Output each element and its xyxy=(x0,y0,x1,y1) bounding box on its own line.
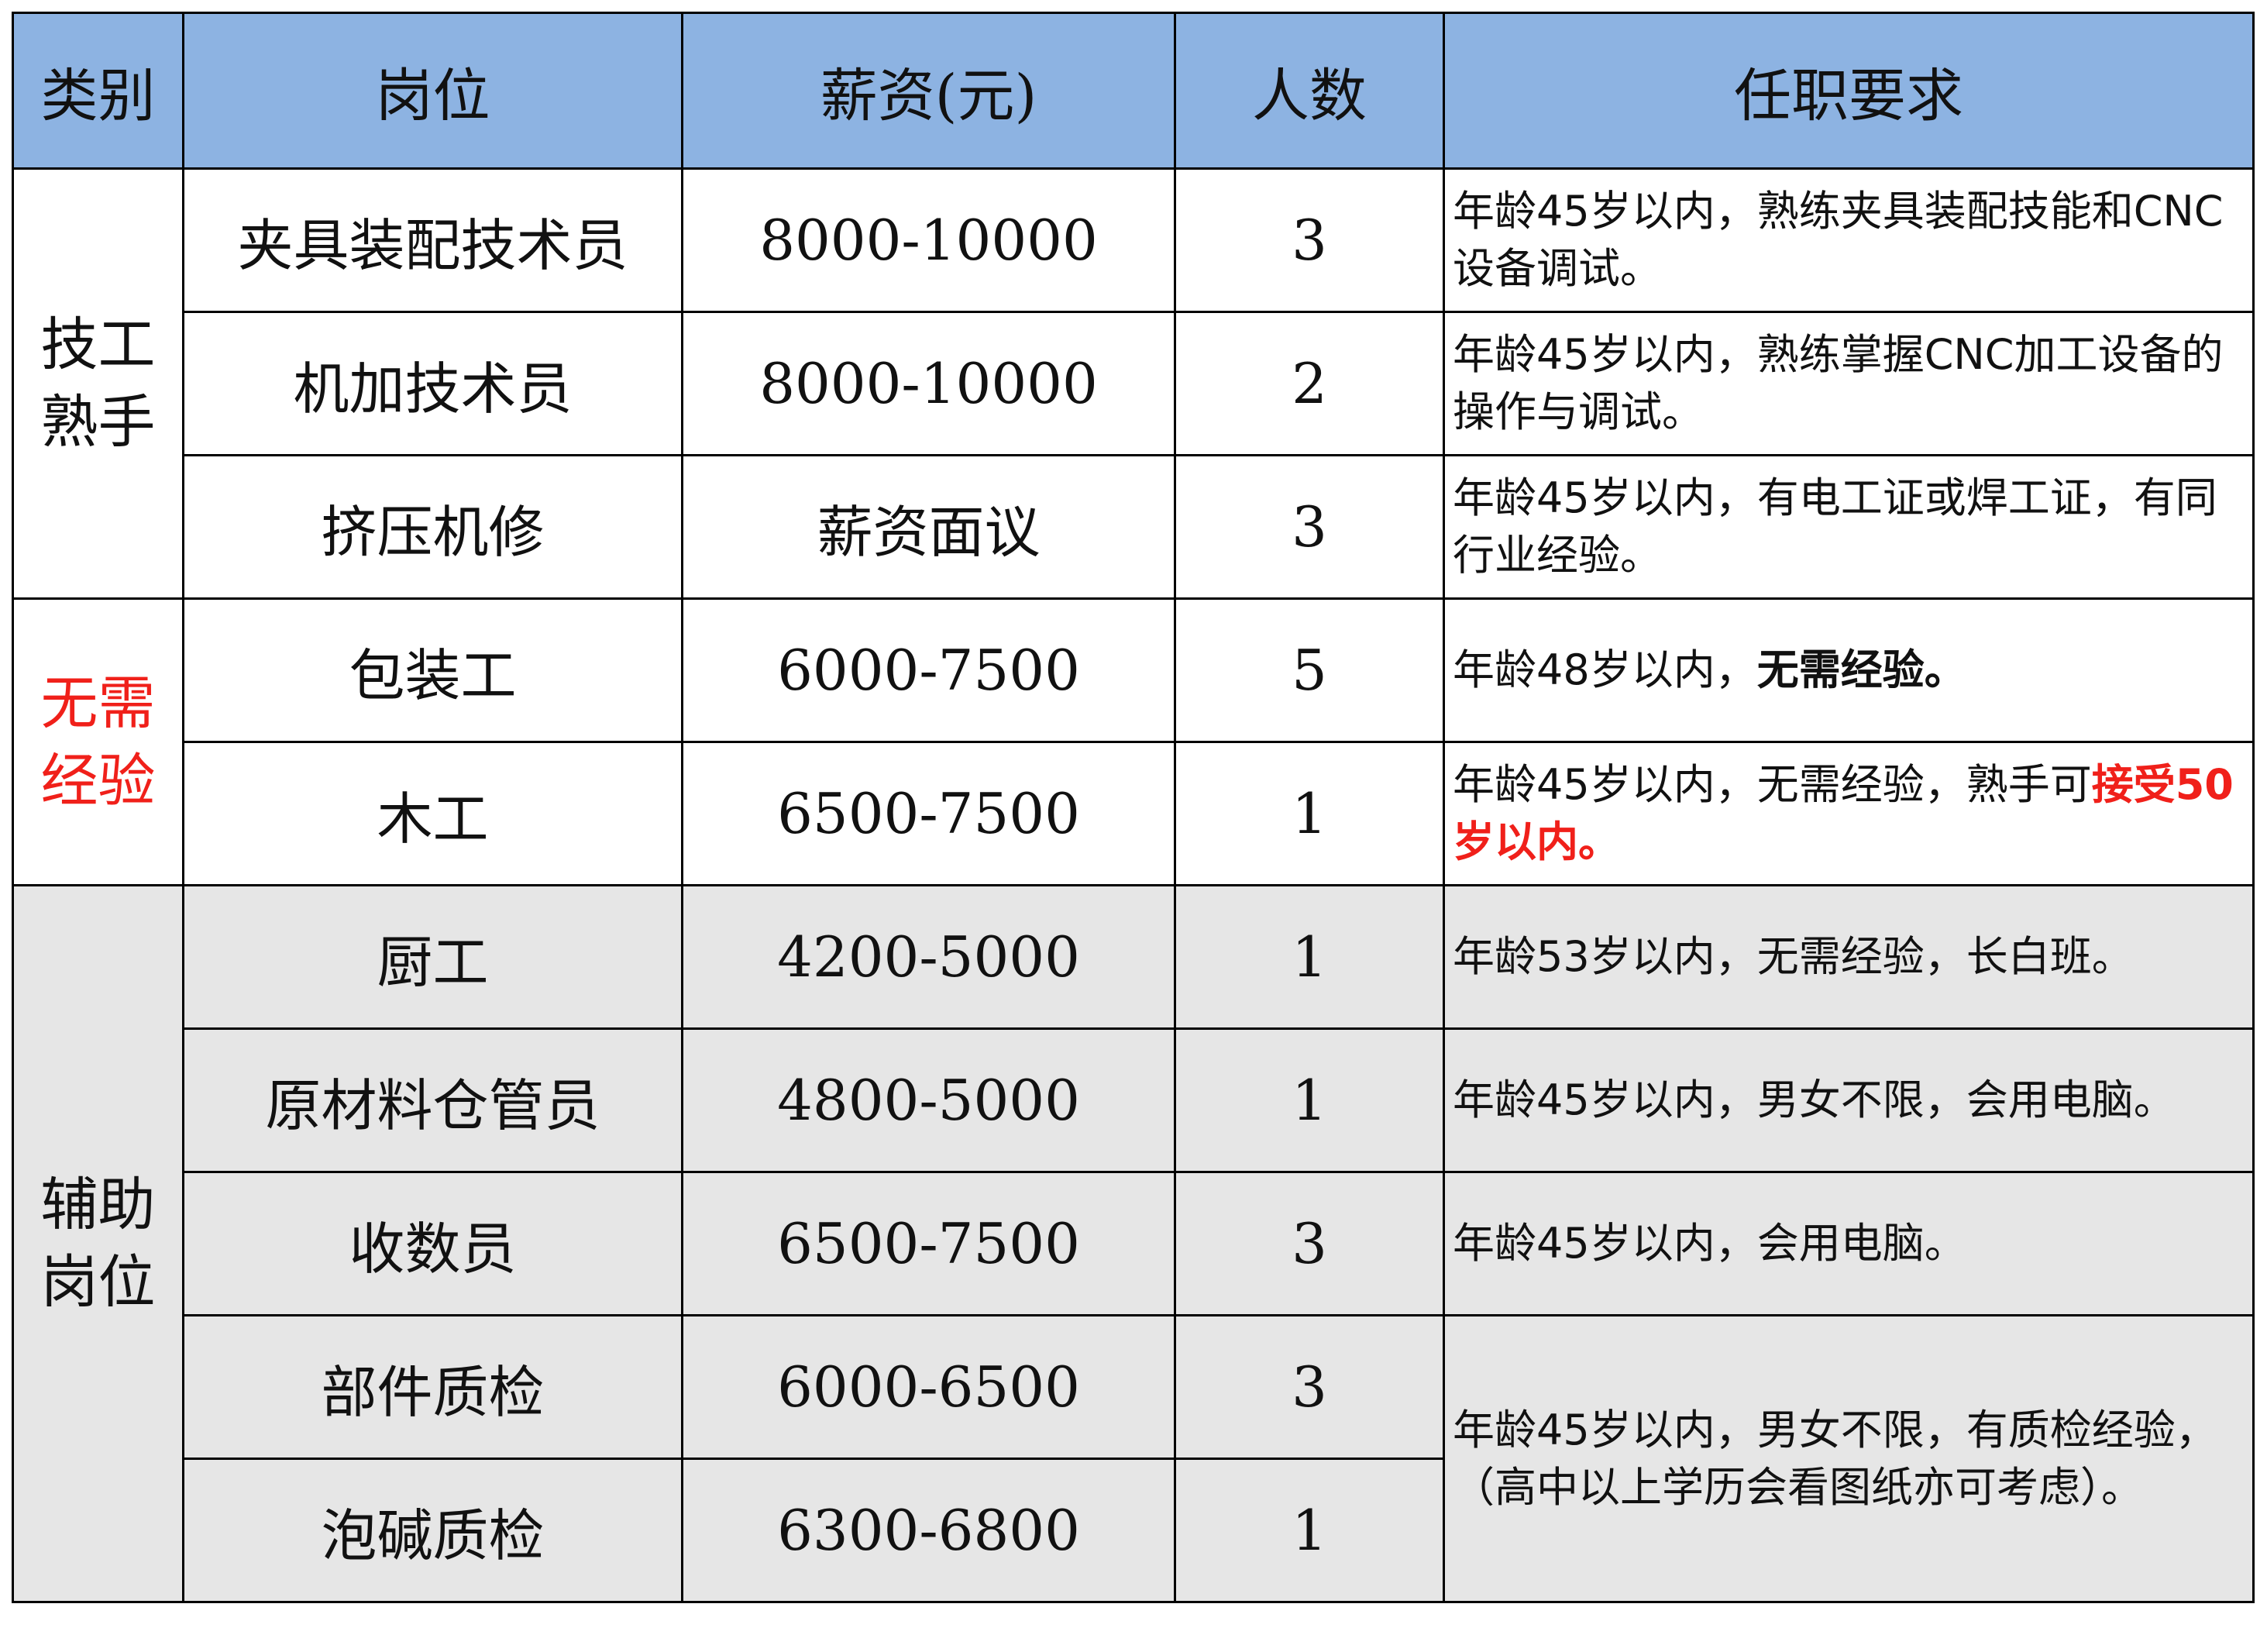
count-cell: 3 xyxy=(1174,1171,1445,1316)
requirement-text: 年龄45岁以内，男女不限，会用电脑。 xyxy=(1453,1076,2176,1124)
header-requirements: 任职要求 xyxy=(1443,12,2255,170)
table-row: 挤压机修 薪资面议 3 年龄45岁以内，有电工证或焊工证，有同行业经验。 xyxy=(13,454,2255,600)
requirement-text: 年龄53岁以内，无需经验，长白班。 xyxy=(1453,932,2134,981)
requirement-text: 年龄45岁以内，有电工证或焊工证，有同行业经验。 xyxy=(1453,473,2217,580)
header-count: 人数 xyxy=(1174,12,1445,170)
requirement-text: 年龄45岁以内，熟练掌握CNC加工设备的操作与调试。 xyxy=(1453,330,2224,436)
requirement-cell: 年龄45岁以内，男女不限，会用电脑。 xyxy=(1443,1027,2255,1173)
header-category: 类别 xyxy=(12,12,184,170)
count-cell: 3 xyxy=(1174,454,1445,600)
requirement-cell: 年龄45岁以内，男女不限，有质检经验，（高中以上学历会看图纸亦可考虑）。 xyxy=(1443,1314,2255,1603)
position-cell: 收数员 xyxy=(182,1171,683,1316)
position-cell: 夹具装配技术员 xyxy=(182,167,683,313)
table-row: 收数员 6500-7500 3 年龄45岁以内，会用电脑。 xyxy=(13,1171,2255,1316)
category-cell: 技工 熟手 xyxy=(12,167,184,600)
header-salary: 薪资(元) xyxy=(681,12,1176,170)
position-cell: 木工 xyxy=(182,741,683,886)
position-cell: 机加技术员 xyxy=(182,311,683,456)
position-cell: 部件质检 xyxy=(182,1314,683,1460)
salary-cell: 6000-7500 xyxy=(681,597,1176,743)
count-cell: 1 xyxy=(1174,884,1445,1030)
count-cell: 5 xyxy=(1174,597,1445,743)
salary-cell: 6500-7500 xyxy=(681,1171,1176,1316)
category-cell: 辅助 岗位 xyxy=(12,884,184,1603)
salary-cell: 6300-6800 xyxy=(681,1458,1176,1603)
table-row: 机加技术员 8000-10000 2 年龄45岁以内，熟练掌握CNC加工设备的操作与调… xyxy=(13,311,2255,456)
table-row: 辅助 岗位 厨工 4200-5000 1 年龄53岁以内，无需经验，长白班。 xyxy=(12,884,2255,1603)
table-row: 技工 熟手 夹具装配技术员 8000-10000 3 年龄45岁以内，熟练夹具装配技能和C… xyxy=(12,167,2255,600)
position-cell: 原材料仓管员 xyxy=(182,1027,683,1173)
requirement-cell: 年龄45岁以内，无需经验，熟手可接受50岁以内。 xyxy=(1443,741,2255,886)
count-cell: 3 xyxy=(1174,167,1445,313)
requirement-text: 年龄45岁以内，无需经验，熟手可 xyxy=(1453,760,2092,809)
table-row: 部件质检 6000-6500 3 年龄45岁以内，男女不限，有质检经验，（高中以上学历… xyxy=(13,1314,2255,1603)
count-cell: 1 xyxy=(1174,741,1445,886)
header-position: 岗位 xyxy=(182,12,683,170)
requirement-text: 年龄45岁以内，会用电脑。 xyxy=(1453,1219,1966,1268)
requirement-text: 接受50岁以内。 xyxy=(1453,760,2234,866)
position-cell: 厨工 xyxy=(182,884,683,1030)
table-row: 泡碱质检 6300-6800 1 xyxy=(13,1458,2254,1603)
requirement-text: 年龄45岁以内，男女不限，有质检经验，（高中以上学历会看图纸亦可考虑）。 xyxy=(1453,1405,2217,1512)
category-cell: 无需 经验 xyxy=(12,597,184,886)
requirement-cell: 年龄53岁以内，无需经验，长白班。 xyxy=(1443,884,2255,1030)
requirement-cell: 年龄45岁以内，熟练掌握CNC加工设备的操作与调试。 xyxy=(1443,311,2255,456)
count-cell: 1 xyxy=(1174,1458,1445,1603)
salary-cell: 8000-10000 xyxy=(681,311,1176,456)
requirement-text: 无需经验。 xyxy=(1756,645,1966,694)
job-table: 类别 岗位 薪资(元) 人数 任职要求 技工 熟手 夹具装配技术员 8000-10000 3 年龄… xyxy=(12,12,2255,1603)
header-row: 类别 岗位 薪资(元) 人数 任职要求 xyxy=(12,12,2255,170)
salary-cell: 6000-6500 xyxy=(681,1314,1176,1460)
salary-cell: 6500-7500 xyxy=(681,741,1176,886)
count-cell: 1 xyxy=(1174,1027,1445,1173)
requirement-cell: 年龄45岁以内，有电工证或焊工证，有同行业经验。 xyxy=(1443,454,2255,600)
position-cell: 泡碱质检 xyxy=(182,1458,683,1603)
table-row: 原材料仓管员 4800-5000 1 年龄45岁以内，男女不限，会用电脑。 xyxy=(13,1027,2255,1173)
position-cell: 包装工 xyxy=(182,597,683,743)
table-row: 无需 经验 包装工 6000-7500 5 年龄48岁以内，无需经验。 xyxy=(12,597,2255,886)
salary-cell: 4200-5000 xyxy=(681,884,1176,1030)
table-row: 木工 6500-7500 1 年龄45岁以内，无需经验，熟手可接受50岁以内。 xyxy=(13,741,2255,886)
position-cell: 挤压机修 xyxy=(182,454,683,600)
requirement-text: 年龄48岁以内， xyxy=(1453,645,1757,694)
count-cell: 3 xyxy=(1174,1314,1445,1460)
requirement-cell: 年龄45岁以内，熟练夹具装配技能和CNC设备调试。 xyxy=(1443,167,2255,313)
salary-cell: 4800-5000 xyxy=(681,1027,1176,1173)
requirement-text: 年龄45岁以内，熟练夹具装配技能和CNC设备调试。 xyxy=(1453,187,2224,293)
salary-cell: 8000-10000 xyxy=(681,167,1176,313)
requirement-cell: 年龄48岁以内，无需经验。 xyxy=(1443,597,2255,743)
salary-cell: 薪资面议 xyxy=(681,454,1176,600)
requirement-cell: 年龄45岁以内，会用电脑。 xyxy=(1443,1171,2255,1316)
count-cell: 2 xyxy=(1174,311,1445,456)
